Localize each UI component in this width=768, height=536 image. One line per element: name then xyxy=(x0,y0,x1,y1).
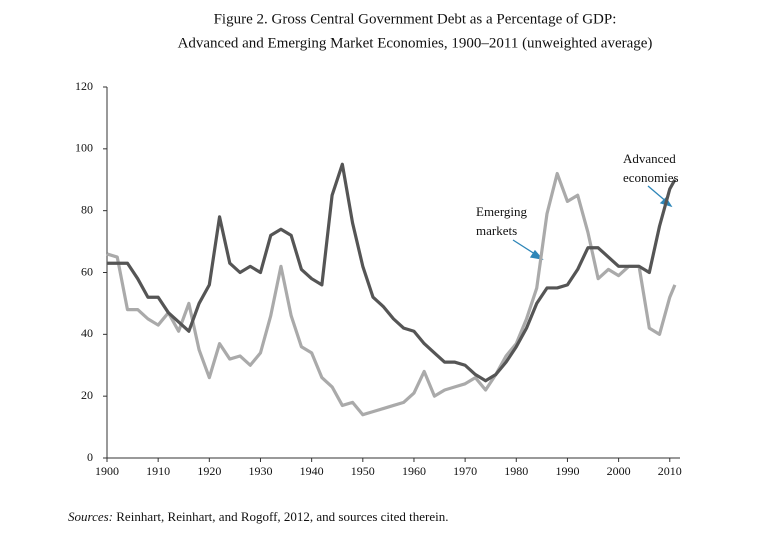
annotation: Advanced xyxy=(623,151,676,166)
series-line xyxy=(107,162,677,383)
arrowhead xyxy=(529,249,544,260)
x-tick-label: 1950 xyxy=(351,464,375,478)
y-tick-label: 80 xyxy=(81,202,93,216)
y-tick-label: 120 xyxy=(75,79,93,93)
x-tick-label: 1970 xyxy=(453,464,477,478)
annotation: Emerging xyxy=(476,204,528,219)
x-tick-label: 1960 xyxy=(402,464,426,478)
y-tick-label: 0 xyxy=(87,450,93,464)
x-tick-label: 2000 xyxy=(607,464,631,478)
y-tick-label: 20 xyxy=(81,388,93,402)
x-tick-label: 2010 xyxy=(658,464,682,478)
series-line xyxy=(106,171,677,417)
y-tick-label: 100 xyxy=(75,141,93,155)
chart-subtitle: Advanced and Emerging Market Economies, … xyxy=(178,35,653,51)
annotation: markets xyxy=(476,223,517,238)
x-tick-label: 1990 xyxy=(555,464,579,478)
x-tick-label: 1940 xyxy=(300,464,324,478)
annotation: economies xyxy=(623,170,679,185)
source-label: Sources: xyxy=(68,509,113,524)
x-tick-label: 1980 xyxy=(504,464,528,478)
source-text: Reinhart, Reinhart, and Rogoff, 2012, an… xyxy=(116,509,448,524)
x-tick-label: 1930 xyxy=(248,464,272,478)
x-tick-label: 1910 xyxy=(146,464,170,478)
chart-title: Figure 2. Gross Central Government Debt … xyxy=(214,11,617,27)
x-tick-label: 1900 xyxy=(95,464,119,478)
y-tick-label: 60 xyxy=(81,264,93,278)
x-tick-label: 1920 xyxy=(197,464,221,478)
y-tick-label: 40 xyxy=(81,326,93,340)
source-note: Sources: Reinhart, Reinhart, and Rogoff,… xyxy=(68,509,449,524)
